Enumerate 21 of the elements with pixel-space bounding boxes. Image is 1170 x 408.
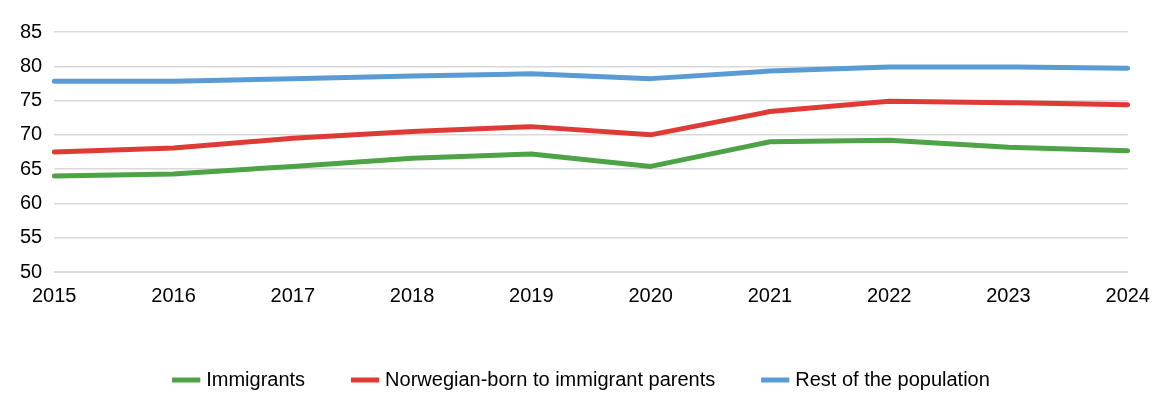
y-tick-label: 75: [20, 88, 43, 111]
y-tick-label: 50: [20, 259, 43, 282]
x-tick-label: 2023: [986, 283, 1031, 306]
x-tick-label: 2019: [509, 283, 554, 306]
y-tick-label: 65: [20, 156, 43, 179]
y-tick-label: 80: [20, 53, 43, 76]
x-tick-label: 2018: [389, 283, 435, 306]
x-tick-label: 2017: [270, 283, 316, 306]
x-tick-label: 2021: [747, 283, 793, 306]
legend-label: Immigrants: [206, 367, 306, 390]
y-tick-label: 70: [20, 122, 43, 145]
legend-label: Norwegian-born to immigrant parents: [385, 367, 716, 390]
y-tick-label: 85: [20, 19, 43, 42]
x-tick-label: 2015: [32, 283, 77, 306]
y-tick-label: 60: [20, 190, 43, 213]
x-tick-label: 2022: [866, 283, 912, 306]
x-tick-label: 2020: [628, 283, 673, 306]
x-tick-label: 2024: [1105, 283, 1150, 306]
x-tick-label: 2016: [151, 283, 196, 306]
y-tick-label: 55: [20, 225, 43, 248]
legend-label: Rest of the population: [795, 367, 990, 390]
